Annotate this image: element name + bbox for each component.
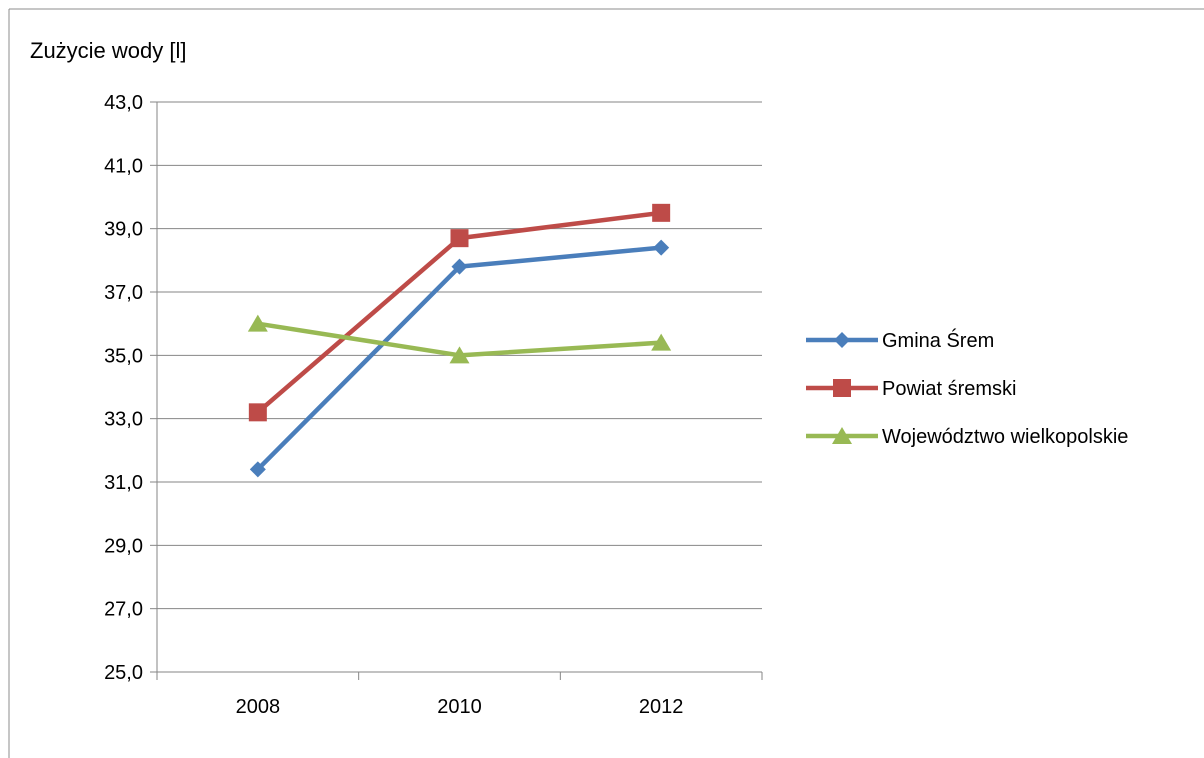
data-point-marker: [653, 239, 670, 256]
y-tick-label: 33,0: [104, 409, 143, 431]
legend-label: Powiat śremski: [882, 378, 1016, 400]
y-tick-label: 35,0: [104, 345, 143, 367]
x-tick-label: 2010: [437, 696, 482, 718]
chart-title: Zużycie wody [l]: [30, 38, 187, 63]
legend-marker: [833, 379, 851, 397]
y-tick-label: 37,0: [104, 282, 143, 304]
legend-label: Województwo wielkopolskie: [882, 426, 1128, 448]
legend-label: Gmina Śrem: [882, 328, 994, 352]
x-tick-label: 2012: [639, 696, 684, 718]
y-tick-label: 27,0: [104, 599, 143, 621]
data-point-marker: [451, 258, 468, 275]
y-tick-label: 41,0: [104, 155, 143, 177]
axes: [150, 101, 763, 680]
y-tick-label: 31,0: [104, 472, 143, 494]
y-tick-label: 43,0: [104, 92, 143, 114]
y-tick-label: 39,0: [104, 219, 143, 241]
legend-marker: [832, 427, 852, 444]
data-point-marker: [651, 333, 672, 351]
series-lines: [247, 203, 672, 478]
x-tick-label: 2008: [236, 696, 281, 718]
x-axis-tick-labels: 2008 2010 2012: [236, 696, 684, 718]
data-point-marker: [248, 403, 267, 422]
data-point-marker: [249, 461, 266, 478]
data-point-marker: [247, 314, 268, 332]
data-point-marker: [450, 229, 469, 248]
y-axis-tick-labels: 25,0 27,0 29,0 31,0 33,0 35,0 37,0 39,0 41,0 43,0: [104, 92, 143, 684]
data-point-marker: [652, 203, 671, 222]
y-tick-label: 29,0: [104, 535, 143, 557]
y-tick-label: 25,0: [104, 662, 143, 684]
legend: Gmina Śrem Powiat śremski Województwo wiel…: [806, 328, 1128, 448]
data-point-marker: [449, 346, 470, 364]
legend-marker: [834, 332, 850, 348]
